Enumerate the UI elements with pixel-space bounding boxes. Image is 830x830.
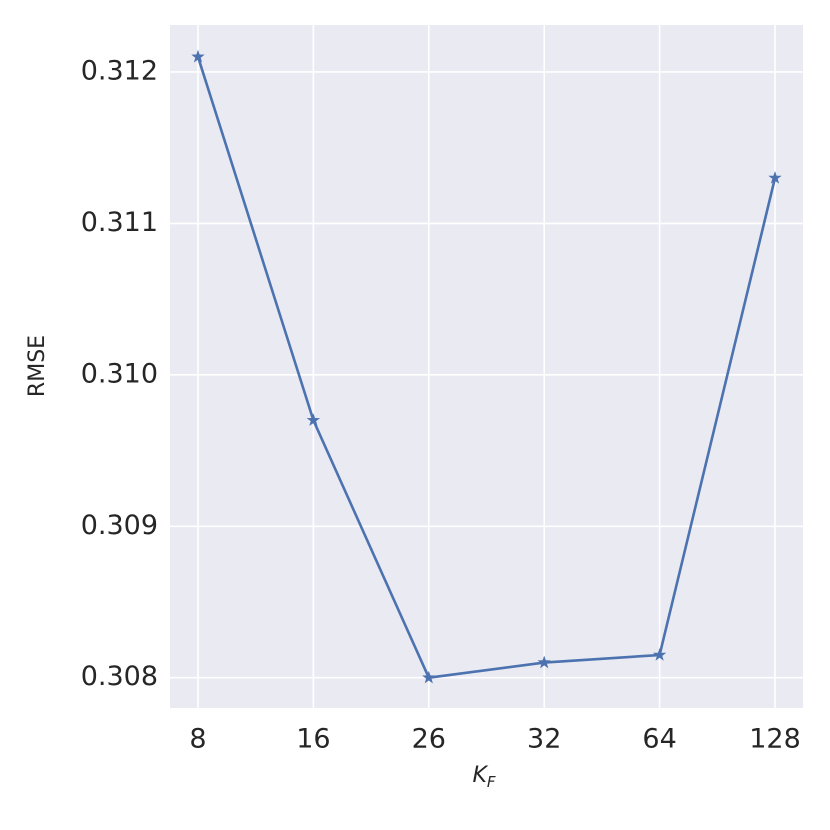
marker: [768, 171, 782, 184]
x-axis-label-main: K: [472, 763, 488, 788]
x-tick-label: 32: [527, 724, 561, 755]
y-tick-label: 0.308: [81, 661, 158, 692]
plot-area: [170, 25, 803, 708]
x-tick-label: 16: [296, 724, 330, 755]
x-tick-label: 128: [749, 724, 801, 755]
marker: [422, 670, 436, 684]
y-axis-label: RMSE: [25, 335, 50, 397]
marker: [652, 648, 667, 661]
y-tick-label: 0.312: [81, 55, 158, 86]
line: [196, 56, 777, 680]
y-tick-label: 0.311: [81, 207, 158, 238]
y-tick-label: 0.309: [81, 510, 158, 541]
x-tick-label: 26: [412, 724, 446, 755]
x-axis-label: KF: [472, 763, 495, 791]
x-axis-label-sub: F: [487, 773, 496, 791]
y-tick-label: 0.310: [81, 358, 158, 389]
x-tick-label: 8: [189, 724, 206, 755]
x-tick-label: 64: [642, 724, 676, 755]
marker: [191, 49, 205, 63]
marker: [537, 655, 551, 669]
marker: [306, 413, 321, 426]
